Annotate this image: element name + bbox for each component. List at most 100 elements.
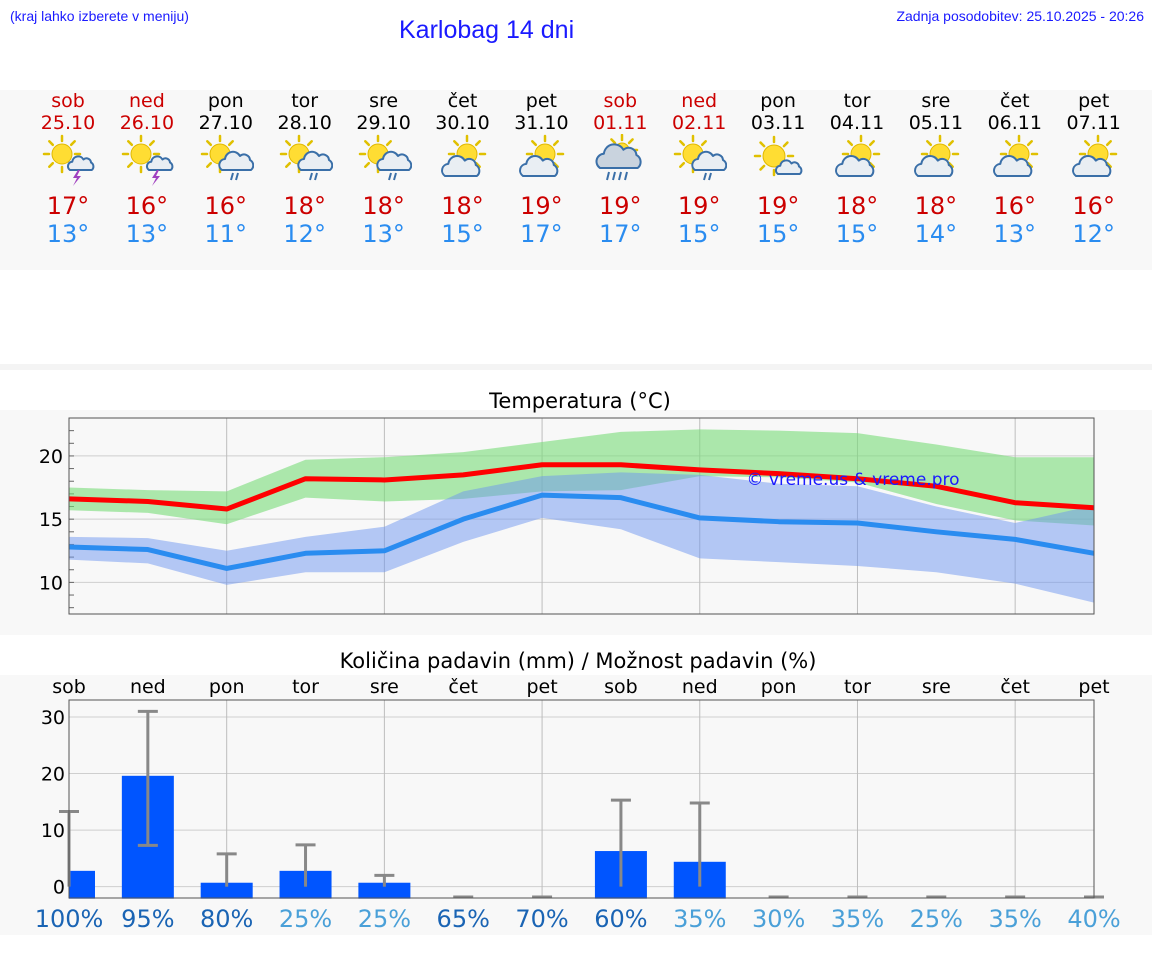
day-label: ned xyxy=(682,676,718,698)
precipitation-chance: 100% xyxy=(35,905,104,933)
precipitation-chance: 35% xyxy=(831,905,884,933)
min-temperature: 13° xyxy=(993,220,1037,248)
max-temperature: 18° xyxy=(914,192,958,220)
day-name: pon xyxy=(207,90,244,112)
sun-cloud-icon xyxy=(501,134,581,190)
page-title: Karlobag 14 dni xyxy=(399,16,575,44)
min-temperature: 11° xyxy=(204,220,248,248)
day-date: 26.10 xyxy=(119,112,175,134)
separator-band xyxy=(0,364,1152,370)
precipitation-chance: 25% xyxy=(910,905,963,933)
precipitation-chance: 35% xyxy=(673,905,726,933)
day-label: čet xyxy=(1000,676,1030,698)
max-temperature: 16° xyxy=(125,192,169,220)
sun-cloud-icon xyxy=(975,134,1055,190)
y-tick-label: 15 xyxy=(39,509,63,531)
day-name: sob xyxy=(603,90,638,112)
temperature-chart-title: Temperatura (°C) xyxy=(488,389,671,413)
max-temperature: 19° xyxy=(599,192,642,220)
min-temperature: 15° xyxy=(677,220,721,248)
day-name: pon xyxy=(760,90,796,112)
day-name: tor xyxy=(291,90,319,112)
day-label: sre xyxy=(370,676,399,698)
day-forecast: pet 31.10 19° 17° xyxy=(501,90,581,248)
day-forecast: tor 28.10 18° 12° xyxy=(265,90,345,248)
day-date: 31.10 xyxy=(514,112,569,134)
sun-cloud-icon xyxy=(896,134,976,190)
min-temperature-line xyxy=(68,492,1095,571)
sun-cloud-icon xyxy=(1054,134,1134,190)
min-temperature: 12° xyxy=(1072,220,1115,248)
max-temperature: 16° xyxy=(204,192,248,220)
precipitation-chance: 30% xyxy=(752,905,805,933)
precipitation-bar xyxy=(200,882,253,899)
min-temperature: 12° xyxy=(283,220,326,248)
day-forecast: ned 26.10 16° 13° xyxy=(107,90,187,248)
precipitation-bar xyxy=(358,882,411,899)
day-label: pon xyxy=(209,676,245,698)
y-tick-label: 10 xyxy=(39,572,63,594)
day-name: pet xyxy=(1078,90,1110,112)
min-temperature: 17° xyxy=(520,220,563,248)
temperature-chart: Temperatura (°C) 10 15 20 © vreme.us & vreme… xyxy=(39,389,1095,615)
day-name: sob xyxy=(51,90,85,112)
plot-frame xyxy=(68,699,1095,899)
precipitation-chance: 25% xyxy=(358,905,411,933)
max-temperature: 16° xyxy=(993,192,1037,220)
day-label: pet xyxy=(526,676,557,698)
min-temperature: 13° xyxy=(125,220,169,248)
sun-cloud-thunder-icon xyxy=(28,134,108,190)
day-label: sre xyxy=(922,676,951,698)
day-date: 28.10 xyxy=(277,112,332,134)
day-label: tor xyxy=(844,676,871,698)
plot-area xyxy=(69,700,1094,898)
sun-cloud-icon xyxy=(423,134,503,190)
precipitation-chance: 95% xyxy=(121,905,174,933)
day-forecast: sre 29.10 18° 13° xyxy=(344,90,424,248)
day-name: čet xyxy=(447,90,478,112)
max-temperature-line xyxy=(68,462,1095,512)
day-date: 07.11 xyxy=(1066,112,1121,134)
day-label: pon xyxy=(761,676,797,698)
precipitation-chance: 35% xyxy=(988,905,1041,933)
day-label: tor xyxy=(292,676,319,698)
cloud-heavy-rain-icon xyxy=(580,134,660,190)
day-date: 02.11 xyxy=(671,112,727,134)
precipitation-chart: Količina padavin (mm) / Možnost padavin … xyxy=(35,649,1121,933)
day-forecast: sob 01.11 19° 17° xyxy=(580,90,660,248)
day-name: ned xyxy=(681,90,718,112)
day-date: 30.10 xyxy=(435,112,490,134)
min-temperature: 15° xyxy=(756,220,800,248)
max-temperature: 17° xyxy=(46,192,90,220)
day-date: 05.11 xyxy=(908,112,964,134)
precipitation-chance: 80% xyxy=(200,905,253,933)
max-temperature: 19° xyxy=(520,192,563,220)
precipitation-bar xyxy=(69,870,95,899)
day-forecast: tor 04.11 18° 15° xyxy=(817,90,897,248)
max-temperature: 18° xyxy=(283,192,326,220)
min-temperature-range-band xyxy=(69,472,1094,603)
y-tick-label: 30 xyxy=(41,707,65,729)
day-name: ned xyxy=(128,90,165,112)
day-forecast: pet 07.11 16° 12° xyxy=(1054,90,1134,248)
day-label: čet xyxy=(448,676,478,698)
sun-cloud-rain-icon xyxy=(265,134,345,190)
precipitation-chance: 60% xyxy=(594,905,647,933)
day-forecast: sob 25.10 17° 13° xyxy=(28,90,108,248)
day-date: 25.10 xyxy=(40,112,96,134)
day-name: pet xyxy=(525,90,557,112)
day-date: 29.10 xyxy=(356,112,411,134)
forecast-strip-background xyxy=(0,90,1152,270)
max-temperature: 16° xyxy=(1072,192,1115,220)
max-temperature: 19° xyxy=(677,192,721,220)
day-name: čet xyxy=(1000,90,1030,112)
sun-small-cloud-icon xyxy=(738,134,818,190)
plot-frame xyxy=(68,417,1095,615)
last-updated: Zadnja posodobitev: 25.10.2025 - 20:26 xyxy=(896,8,1144,24)
daily-forecast: sob 25.10 17° 13° ned 26.10 16° 13° pon 27.10 16° 1… xyxy=(0,90,1152,270)
day-date: 01.11 xyxy=(593,112,648,134)
day-name: sre xyxy=(369,90,399,112)
max-temperature: 18° xyxy=(835,192,879,220)
precipitation-chance: 40% xyxy=(1067,905,1120,933)
precipitation-chart-title: Količina padavin (mm) / Možnost padavin … xyxy=(340,649,817,673)
